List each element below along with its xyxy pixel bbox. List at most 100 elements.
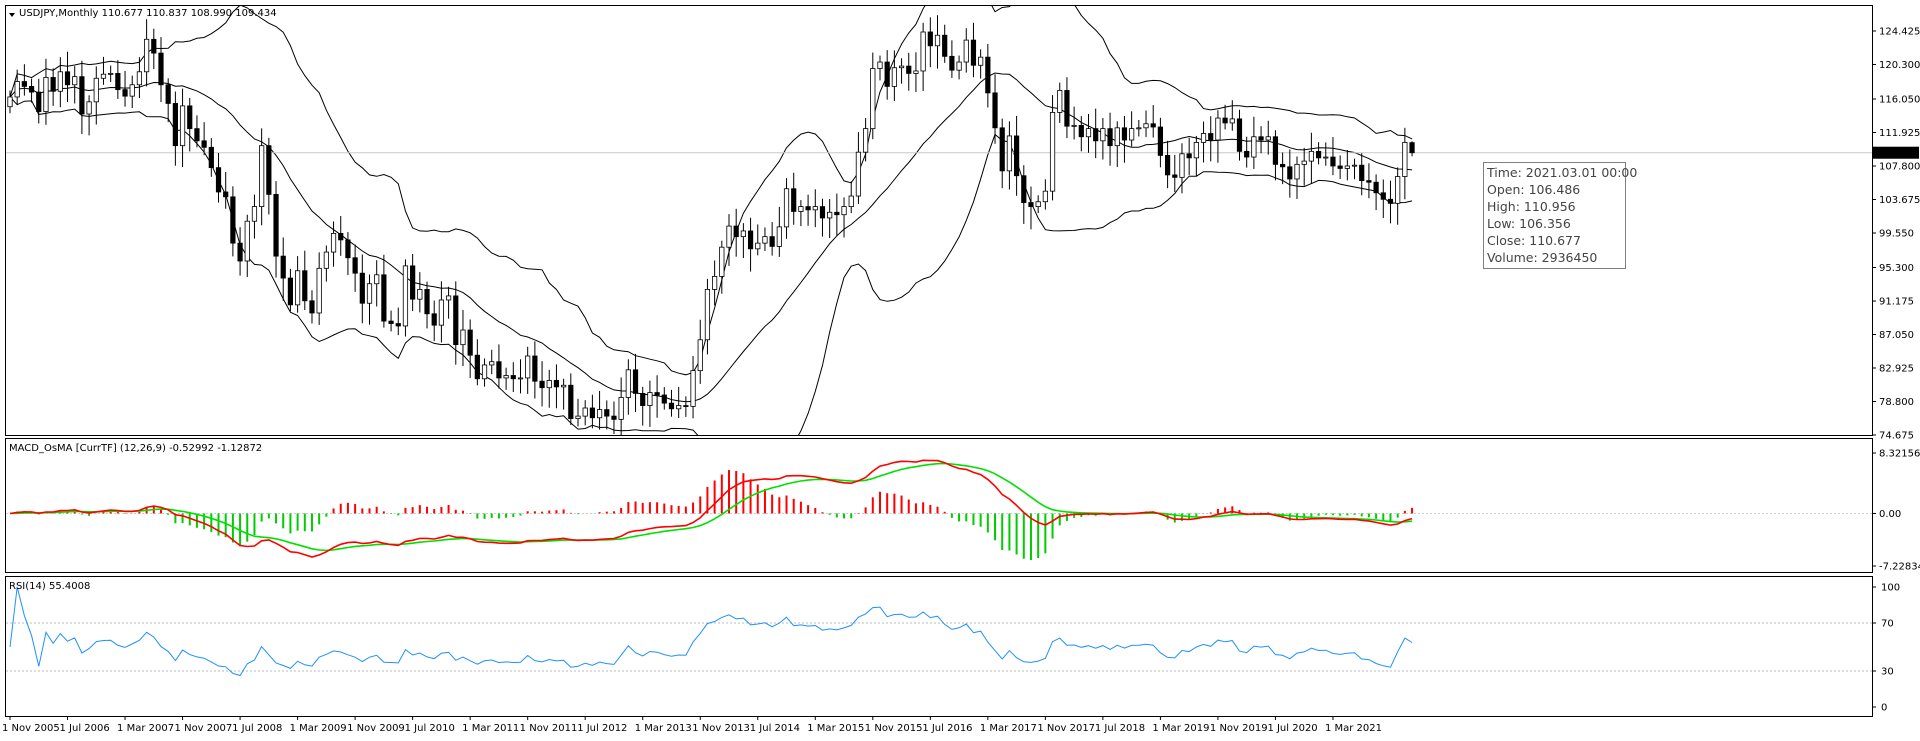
candle-bear	[345, 239, 351, 259]
candle-bull	[1308, 150, 1314, 162]
candle-bear	[50, 77, 56, 92]
candle-bear	[431, 313, 437, 326]
rsi-tick-label: 70	[1881, 619, 1894, 630]
time-tick-label: 1 Jul 2006	[60, 723, 110, 734]
candle-bear	[668, 402, 675, 410]
candle-bear	[474, 354, 480, 380]
candle-bull	[625, 369, 631, 398]
candle-bull	[43, 77, 49, 112]
candle-bull	[913, 70, 919, 74]
candle-bull	[618, 397, 624, 420]
candle-bull	[755, 242, 761, 250]
candle-bull	[460, 329, 466, 346]
candle-bear	[1287, 166, 1293, 180]
candle-bull	[1100, 128, 1106, 142]
time-axis: 1 Nov 2005 1 Jul 2006 1 Mar 2007 1 Nov 2007…	[2, 716, 1382, 734]
candle-bear	[1208, 133, 1214, 141]
candle-bull	[330, 232, 337, 253]
candle-bear	[1164, 155, 1171, 176]
candle-bear	[410, 265, 416, 300]
candle-bull	[561, 384, 567, 388]
rsi-tick-label: 30	[1881, 667, 1894, 678]
candle-bear	[1157, 126, 1163, 156]
candle-bull	[1114, 127, 1120, 147]
last-price-marker	[1873, 146, 1919, 159]
candle-bear	[1373, 181, 1379, 194]
candle-bear	[309, 300, 315, 314]
candle-bull	[1265, 136, 1271, 141]
candle-bear	[589, 407, 595, 419]
price-tick-label: 82.925	[1879, 364, 1914, 375]
candle-bull	[676, 405, 682, 410]
candle-bear	[747, 230, 754, 250]
candle-bear	[187, 105, 193, 130]
candle-bear	[553, 379, 560, 388]
candle-bull	[1323, 156, 1329, 159]
candle-bull	[1143, 123, 1149, 129]
candle-bear	[999, 127, 1005, 172]
time-tick-label: 1 Mar 2007	[117, 723, 174, 734]
candle-bull	[1200, 133, 1207, 143]
candle-bull	[108, 73, 114, 75]
collapse-triangle-icon[interactable]	[9, 13, 15, 17]
bollinger-upper-line	[9, 6, 1413, 376]
candle-bull	[294, 270, 301, 306]
candle-bull	[438, 299, 445, 326]
candle-bear	[79, 76, 85, 115]
candle-bear	[36, 91, 42, 112]
price-tick-label: 107.800	[1879, 161, 1920, 172]
candle-bear	[661, 394, 667, 404]
candle-bear	[165, 84, 171, 104]
candle-bull	[144, 38, 150, 73]
candle-bear	[266, 145, 272, 195]
time-tick-label: 1 Jul 2018	[1095, 723, 1145, 734]
candle-bear	[769, 236, 775, 247]
candle-bear	[172, 103, 178, 147]
candle-bull	[481, 364, 488, 380]
time-tick-label: 1 Nov 2011	[520, 723, 578, 734]
candle-bull	[740, 230, 746, 238]
candle-bull	[870, 68, 876, 130]
candle-bull	[1402, 142, 1408, 177]
macd-tick-label: 0.00	[1879, 509, 1901, 520]
candle-bear	[496, 361, 502, 379]
price-tick-label: 74.675	[1879, 431, 1914, 442]
candle-bear	[1028, 202, 1034, 207]
tooltip-low: Low: 106.356	[1487, 216, 1571, 231]
candle-bear	[223, 191, 229, 198]
candle-bear	[992, 92, 998, 129]
rsi-plot	[6, 586, 1872, 677]
candle-bull	[417, 289, 423, 300]
macd-plot	[6, 459, 1872, 560]
candle-bull	[1085, 128, 1092, 138]
price-tick-label: 116.050	[1879, 94, 1920, 105]
candle-bull	[934, 34, 941, 47]
candle-bear	[201, 140, 207, 148]
price-tick-label: 111.925	[1879, 128, 1920, 139]
candle-bear	[1236, 118, 1243, 152]
candle-bull	[1351, 164, 1358, 167]
price-tick-label: 103.675	[1879, 195, 1920, 206]
candle-bull	[402, 265, 409, 327]
candle-bull	[956, 61, 962, 71]
candle-bear	[1064, 90, 1070, 127]
macd-signal-line	[9, 462, 1413, 552]
candle-bear	[359, 272, 365, 304]
candle-bear	[388, 320, 394, 324]
time-tick-label: 1 Mar 2019	[1152, 723, 1209, 734]
candle-bull	[517, 377, 524, 380]
candle-bull	[863, 128, 869, 153]
candle-bull	[1251, 136, 1257, 158]
candle-bull	[1057, 90, 1063, 113]
candle-bear	[1093, 128, 1099, 142]
candle-bear	[208, 146, 214, 169]
candle-bull	[848, 195, 854, 207]
last-price-label: 109.434	[1876, 148, 1917, 159]
candle-bear	[115, 73, 121, 91]
candle-bear	[1366, 180, 1372, 183]
candle-bull	[546, 379, 552, 389]
time-tick-label: 1 Nov 2013	[692, 723, 750, 734]
time-tick-label: 1 Jul 2014	[750, 723, 800, 734]
candle-bull	[366, 283, 373, 304]
